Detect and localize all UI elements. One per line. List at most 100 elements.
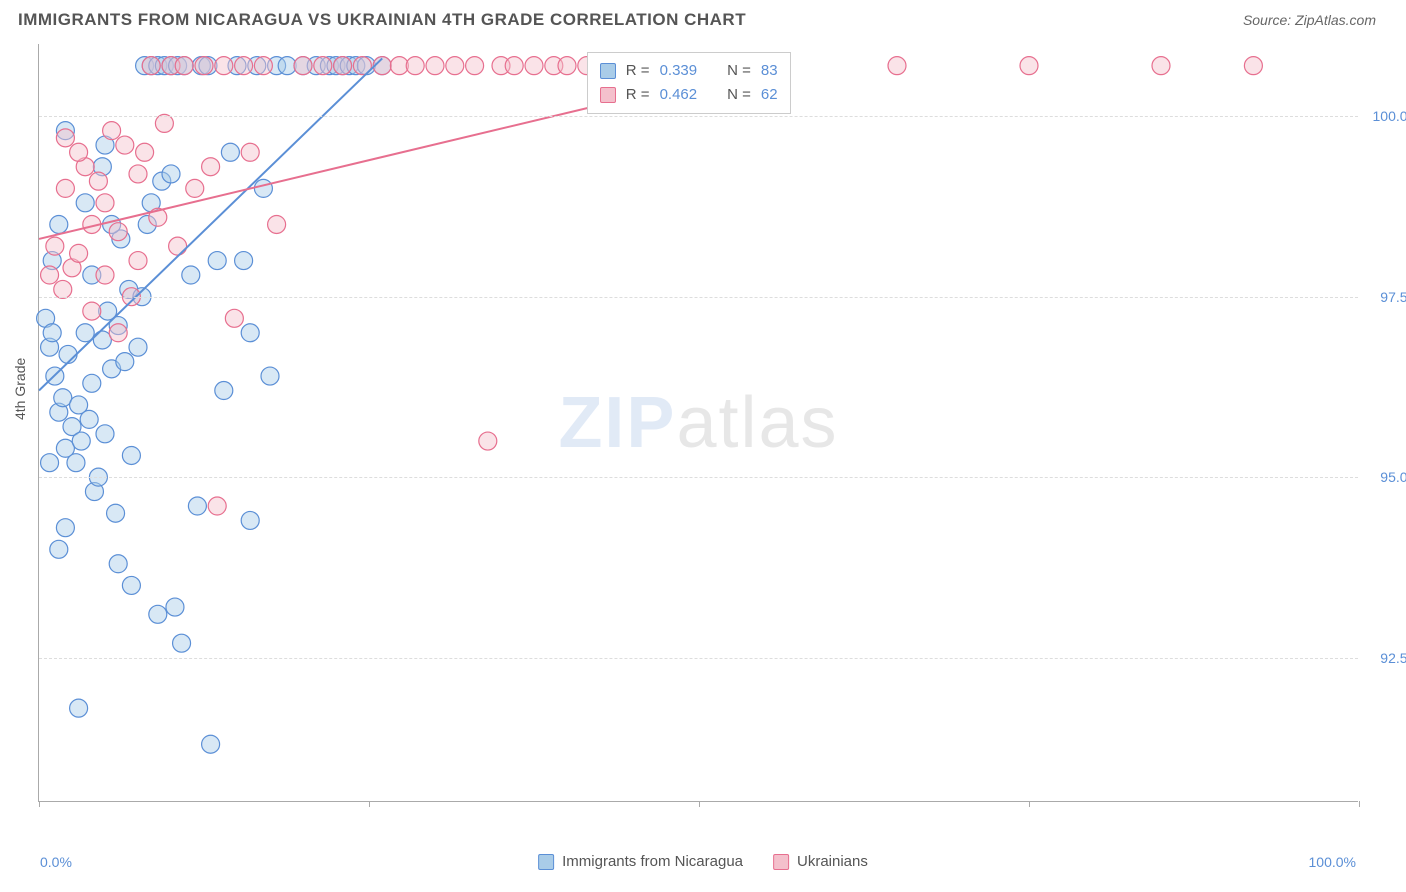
data-point bbox=[43, 324, 61, 342]
data-point bbox=[96, 194, 114, 212]
stat-label: R = bbox=[626, 83, 650, 107]
legend-item: Ukrainians bbox=[773, 853, 868, 870]
data-point bbox=[129, 165, 147, 183]
data-point bbox=[149, 605, 167, 623]
data-point bbox=[129, 252, 147, 270]
y-tick-label: 97.5% bbox=[1380, 289, 1406, 305]
y-tick-label: 92.5% bbox=[1380, 650, 1406, 666]
data-point bbox=[80, 410, 98, 428]
gridline bbox=[39, 297, 1358, 298]
data-point bbox=[70, 244, 88, 262]
data-point bbox=[235, 57, 253, 75]
x-axis-max-label: 100.0% bbox=[1309, 854, 1356, 870]
data-point bbox=[188, 497, 206, 515]
data-point bbox=[107, 504, 125, 522]
data-point bbox=[122, 446, 140, 464]
data-point bbox=[129, 338, 147, 356]
data-point bbox=[83, 374, 101, 392]
legend-swatch bbox=[773, 854, 789, 870]
gridline bbox=[39, 116, 1358, 117]
data-point bbox=[888, 57, 906, 75]
data-point bbox=[241, 324, 259, 342]
data-point bbox=[109, 555, 127, 573]
data-point bbox=[221, 143, 239, 161]
n-value: 62 bbox=[761, 83, 778, 107]
data-point bbox=[215, 57, 233, 75]
data-point bbox=[254, 179, 272, 197]
correlation-stats-box: R = 0.339N = 83R = 0.462 N = 62 bbox=[587, 52, 791, 114]
x-tick bbox=[39, 801, 40, 807]
data-point bbox=[406, 57, 424, 75]
gridline bbox=[39, 477, 1358, 478]
series-swatch bbox=[600, 87, 616, 103]
stats-row: R = 0.462 N = 62 bbox=[600, 83, 778, 107]
y-tick-label: 95.0% bbox=[1380, 469, 1406, 485]
data-point bbox=[195, 57, 213, 75]
x-tick bbox=[1359, 801, 1360, 807]
data-point bbox=[525, 57, 543, 75]
source-label: Source: ZipAtlas.com bbox=[1243, 12, 1376, 28]
data-point bbox=[1020, 57, 1038, 75]
data-point bbox=[208, 252, 226, 270]
data-point bbox=[70, 699, 88, 717]
data-point bbox=[103, 122, 121, 140]
chart-plot-area: ZIPatlas R = 0.339N = 83R = 0.462N = 62 … bbox=[38, 44, 1358, 802]
data-point bbox=[96, 266, 114, 284]
data-point bbox=[225, 309, 243, 327]
data-point bbox=[56, 519, 74, 537]
data-point bbox=[116, 136, 134, 154]
y-axis-label: 4th Grade bbox=[12, 358, 28, 420]
data-point bbox=[70, 143, 88, 161]
data-point bbox=[50, 215, 68, 233]
legend-label: Immigrants from Nicaragua bbox=[562, 853, 743, 870]
legend-item: Immigrants from Nicaragua bbox=[538, 853, 743, 870]
data-point bbox=[202, 735, 220, 753]
data-point bbox=[1152, 57, 1170, 75]
data-point bbox=[56, 129, 74, 147]
data-point bbox=[268, 215, 286, 233]
data-point bbox=[41, 266, 59, 284]
r-value: 0.462 bbox=[660, 83, 698, 107]
data-point bbox=[56, 179, 74, 197]
data-point bbox=[334, 57, 352, 75]
x-tick bbox=[1029, 801, 1030, 807]
legend-label: Ukrainians bbox=[797, 853, 868, 870]
legend: Immigrants from Nicaragua Ukrainians bbox=[538, 853, 868, 870]
scatter-svg bbox=[39, 44, 1358, 801]
chart-title: IMMIGRANTS FROM NICARAGUA VS UKRAINIAN 4… bbox=[18, 10, 746, 30]
legend-swatch bbox=[538, 854, 554, 870]
n-value: 83 bbox=[761, 59, 778, 83]
data-point bbox=[67, 454, 85, 472]
data-point bbox=[169, 237, 187, 255]
data-point bbox=[50, 540, 68, 558]
data-point bbox=[254, 57, 272, 75]
data-point bbox=[215, 382, 233, 400]
data-point bbox=[202, 158, 220, 176]
data-point bbox=[466, 57, 484, 75]
data-point bbox=[89, 172, 107, 190]
data-point bbox=[83, 302, 101, 320]
data-point bbox=[558, 57, 576, 75]
data-point bbox=[142, 57, 160, 75]
data-point bbox=[109, 324, 127, 342]
data-point bbox=[173, 634, 191, 652]
data-point bbox=[294, 57, 312, 75]
r-value: 0.339 bbox=[660, 59, 698, 83]
data-point bbox=[505, 57, 523, 75]
data-point bbox=[479, 432, 497, 450]
data-point bbox=[76, 194, 94, 212]
data-point bbox=[235, 252, 253, 270]
data-point bbox=[122, 576, 140, 594]
data-point bbox=[261, 367, 279, 385]
stats-row: R = 0.339N = 83 bbox=[600, 59, 778, 83]
stat-label: N = bbox=[727, 83, 751, 107]
stat-label: R = bbox=[626, 59, 650, 83]
data-point bbox=[426, 57, 444, 75]
data-point bbox=[59, 345, 77, 363]
data-point bbox=[314, 57, 332, 75]
data-point bbox=[241, 511, 259, 529]
data-point bbox=[136, 143, 154, 161]
data-point bbox=[208, 497, 226, 515]
x-axis-min-label: 0.0% bbox=[40, 854, 72, 870]
data-point bbox=[162, 165, 180, 183]
